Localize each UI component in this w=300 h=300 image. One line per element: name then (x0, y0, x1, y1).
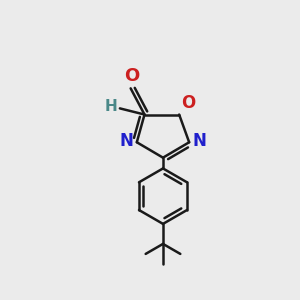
Text: O: O (124, 67, 140, 85)
Text: N: N (192, 133, 206, 151)
Text: N: N (120, 133, 134, 151)
Text: H: H (105, 99, 118, 114)
Text: O: O (182, 94, 196, 112)
